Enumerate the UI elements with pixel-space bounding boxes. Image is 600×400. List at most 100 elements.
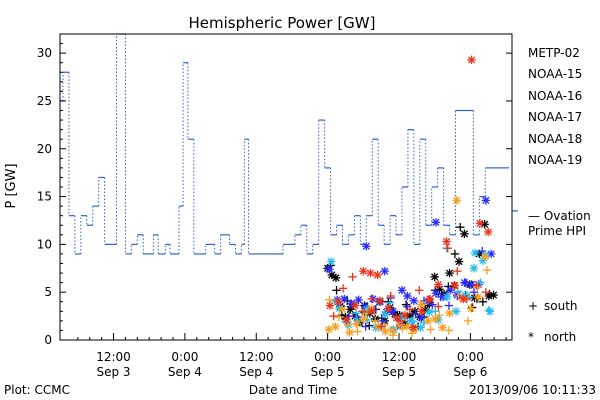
marker-stroke xyxy=(409,323,417,332)
north-point xyxy=(327,257,336,266)
marker-stroke xyxy=(467,280,476,289)
marker-stroke xyxy=(351,301,359,310)
marker-stroke xyxy=(346,328,354,336)
chart-title: Hemispheric Power [GW] xyxy=(189,14,376,32)
south-point xyxy=(405,305,414,314)
north-point xyxy=(473,292,483,302)
marker-stroke xyxy=(453,196,461,204)
legend-noaa-18: NOAA-18 xyxy=(528,132,582,146)
north-point xyxy=(445,268,454,278)
south-point xyxy=(453,266,462,276)
north-point xyxy=(409,323,418,332)
marker-stroke xyxy=(476,219,484,227)
ovation-line-layer xyxy=(60,33,518,255)
x-tick-day: Sep 4 xyxy=(168,365,202,379)
north-point xyxy=(442,237,451,246)
south-point xyxy=(435,310,444,320)
marker-stroke xyxy=(335,304,344,313)
south-point xyxy=(376,322,386,331)
marker-stroke xyxy=(486,307,494,315)
marker-stroke xyxy=(328,271,336,279)
north-point xyxy=(409,296,419,305)
marker-stroke xyxy=(482,196,490,204)
satellite-points-layer xyxy=(323,55,498,340)
north-point xyxy=(417,307,426,316)
x-tick-day: Sep 4 xyxy=(239,365,273,379)
marker-stroke xyxy=(354,296,363,304)
x-tick-time: 0:00 xyxy=(314,350,341,364)
marker-stroke xyxy=(452,307,460,315)
north-point xyxy=(434,280,443,289)
north-point xyxy=(475,219,485,228)
marker-stroke xyxy=(438,323,447,332)
y-tick-label: 10 xyxy=(37,237,52,251)
marker-stroke xyxy=(416,323,425,332)
footer-timestamp: 2013/09/06 10:11:33 xyxy=(469,383,596,397)
marker-stroke xyxy=(487,250,495,258)
north-point xyxy=(388,307,398,316)
marker-stroke xyxy=(381,327,389,336)
marker-stroke xyxy=(338,305,347,314)
north-point xyxy=(340,294,349,304)
marker-stroke xyxy=(489,291,498,299)
marker-stroke xyxy=(470,264,478,272)
south-point xyxy=(484,306,494,315)
north-point xyxy=(470,248,480,258)
marker-stroke xyxy=(451,281,459,290)
south-point xyxy=(357,307,367,316)
south-point xyxy=(461,278,470,287)
north-point xyxy=(345,328,354,337)
x-tick-time: 12:00 xyxy=(96,350,131,364)
marker-stroke xyxy=(343,316,351,324)
north-point xyxy=(425,294,435,304)
south-point xyxy=(415,286,424,295)
south-point xyxy=(367,294,376,304)
legend-noaa-17: NOAA-17 xyxy=(528,110,582,124)
y-tick-label: 30 xyxy=(37,46,52,60)
marker-stroke xyxy=(474,293,482,301)
north-point xyxy=(454,257,464,266)
north-point xyxy=(430,272,439,282)
marker-stroke xyxy=(460,230,469,238)
marker-stroke xyxy=(341,313,350,321)
north-point xyxy=(469,264,479,273)
south-point xyxy=(481,287,491,297)
north-point xyxy=(450,281,460,290)
marker-stroke xyxy=(445,269,454,277)
north-point xyxy=(438,323,447,332)
legend-metp-02: METP-02 xyxy=(528,46,580,60)
south-point xyxy=(482,265,492,275)
marker-stroke xyxy=(368,307,376,315)
legend-noaa-15: NOAA-15 xyxy=(528,67,582,81)
south-point xyxy=(463,316,473,326)
south-point xyxy=(401,300,411,309)
north-point xyxy=(431,218,441,227)
legend-marker-south-label: south xyxy=(544,299,578,313)
north-point xyxy=(373,270,382,280)
north-point xyxy=(397,286,407,295)
south-point xyxy=(444,326,454,335)
north-point xyxy=(331,322,340,331)
north-point xyxy=(324,325,334,334)
marker-stroke xyxy=(403,292,411,300)
marker-stroke xyxy=(366,269,375,277)
x-tick-time: 0:00 xyxy=(171,350,198,364)
south-point xyxy=(365,321,374,330)
marker-stroke xyxy=(417,307,426,315)
south-point xyxy=(398,324,407,333)
south-point xyxy=(485,289,494,299)
south-point xyxy=(469,287,479,297)
south-point xyxy=(371,316,380,326)
marker-stroke xyxy=(332,274,340,282)
marker-stroke xyxy=(373,271,382,279)
north-point xyxy=(381,327,390,336)
legend-ovation-line2: Prime HPI xyxy=(528,224,586,238)
legend-noaa-16: NOAA-16 xyxy=(528,89,582,103)
marker-stroke xyxy=(424,317,432,325)
south-point xyxy=(378,316,387,326)
south-point xyxy=(456,222,465,232)
south-point xyxy=(462,294,471,304)
north-point xyxy=(366,268,375,278)
north-point xyxy=(481,196,491,205)
